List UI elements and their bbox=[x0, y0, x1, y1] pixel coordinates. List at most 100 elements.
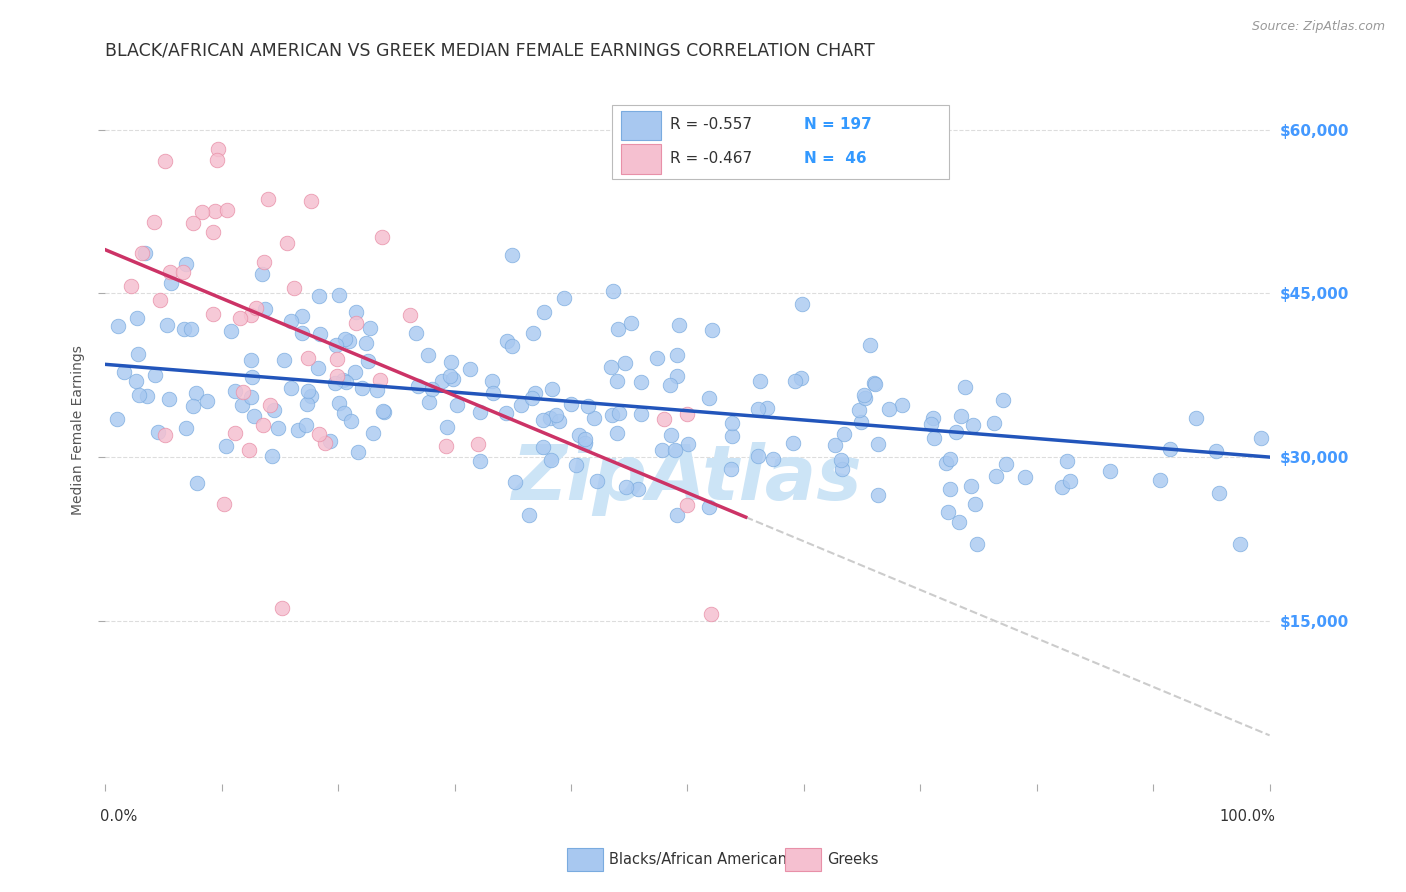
Point bbox=[668, 318, 690, 333]
Point bbox=[319, 434, 342, 448]
Text: ZipAtlas: ZipAtlas bbox=[512, 442, 863, 516]
Point bbox=[371, 404, 394, 418]
Point bbox=[467, 437, 489, 451]
Point bbox=[994, 458, 1017, 472]
Point bbox=[446, 398, 468, 412]
Point bbox=[920, 417, 942, 432]
Point bbox=[291, 310, 314, 324]
Point bbox=[406, 379, 429, 393]
Point bbox=[159, 265, 181, 279]
Point bbox=[700, 607, 723, 622]
Point bbox=[747, 449, 769, 463]
Point bbox=[676, 498, 699, 512]
Point bbox=[366, 383, 388, 397]
Point bbox=[280, 381, 302, 395]
Point bbox=[195, 394, 218, 409]
Point bbox=[399, 308, 422, 322]
Point bbox=[792, 297, 814, 311]
Point bbox=[240, 309, 263, 323]
Point bbox=[252, 417, 274, 432]
Point bbox=[314, 435, 336, 450]
Point bbox=[347, 445, 370, 459]
Point bbox=[368, 373, 391, 387]
Point bbox=[496, 334, 519, 348]
Point bbox=[1184, 411, 1206, 425]
Point bbox=[252, 267, 274, 281]
Point bbox=[136, 389, 159, 403]
Point bbox=[832, 426, 855, 441]
Point bbox=[276, 235, 298, 250]
Point bbox=[352, 381, 374, 395]
Point bbox=[263, 403, 285, 417]
Point bbox=[1014, 470, 1036, 484]
Point bbox=[232, 385, 254, 400]
Point bbox=[204, 203, 226, 218]
Point bbox=[343, 365, 366, 379]
Point bbox=[107, 319, 129, 334]
Point bbox=[666, 508, 689, 522]
Point bbox=[852, 388, 875, 402]
Point bbox=[215, 440, 238, 454]
Point bbox=[863, 377, 886, 392]
Point bbox=[436, 438, 458, 452]
Point bbox=[1056, 454, 1078, 468]
Point bbox=[538, 410, 561, 425]
Point bbox=[651, 442, 673, 457]
Point bbox=[935, 456, 957, 470]
FancyBboxPatch shape bbox=[612, 105, 949, 179]
Point bbox=[176, 421, 198, 435]
Point bbox=[659, 428, 682, 442]
Point bbox=[676, 437, 699, 451]
Point bbox=[652, 412, 675, 426]
Point bbox=[645, 351, 668, 365]
Point bbox=[174, 257, 197, 271]
Point bbox=[616, 480, 638, 494]
Point bbox=[280, 314, 302, 328]
Point bbox=[699, 500, 721, 515]
Point bbox=[253, 301, 276, 316]
Point bbox=[287, 423, 309, 437]
Point bbox=[1050, 480, 1073, 494]
Point bbox=[606, 374, 628, 388]
Point bbox=[939, 482, 962, 496]
Point bbox=[328, 287, 350, 301]
Point bbox=[574, 436, 596, 450]
Point bbox=[666, 349, 689, 363]
Point bbox=[553, 291, 575, 305]
Point bbox=[273, 353, 295, 368]
Point bbox=[297, 351, 319, 365]
Point bbox=[510, 398, 533, 412]
Point bbox=[125, 310, 148, 325]
Text: 0.0%: 0.0% bbox=[100, 809, 136, 824]
Point bbox=[1149, 473, 1171, 487]
Point bbox=[505, 475, 527, 490]
Point bbox=[326, 352, 349, 367]
Point bbox=[1059, 474, 1081, 488]
Point bbox=[983, 416, 1005, 430]
Point bbox=[782, 435, 804, 450]
Point bbox=[430, 374, 453, 388]
Point bbox=[1159, 442, 1181, 456]
Point bbox=[271, 600, 294, 615]
Point bbox=[953, 380, 976, 394]
Point bbox=[323, 376, 346, 390]
Point bbox=[256, 192, 278, 206]
Point bbox=[950, 409, 973, 423]
Point bbox=[245, 301, 267, 315]
Point bbox=[238, 442, 260, 457]
Point bbox=[155, 428, 177, 442]
Point bbox=[541, 382, 564, 396]
Point bbox=[824, 438, 846, 452]
Point bbox=[155, 153, 177, 168]
Point bbox=[291, 326, 314, 341]
Point bbox=[107, 411, 129, 425]
Point bbox=[849, 415, 872, 429]
Point bbox=[565, 458, 588, 472]
Point bbox=[239, 352, 262, 367]
Point bbox=[307, 361, 329, 376]
Point bbox=[295, 417, 318, 432]
Text: R = -0.467: R = -0.467 bbox=[671, 152, 752, 167]
Point bbox=[891, 398, 914, 412]
Point bbox=[259, 398, 281, 412]
Point bbox=[721, 429, 744, 443]
